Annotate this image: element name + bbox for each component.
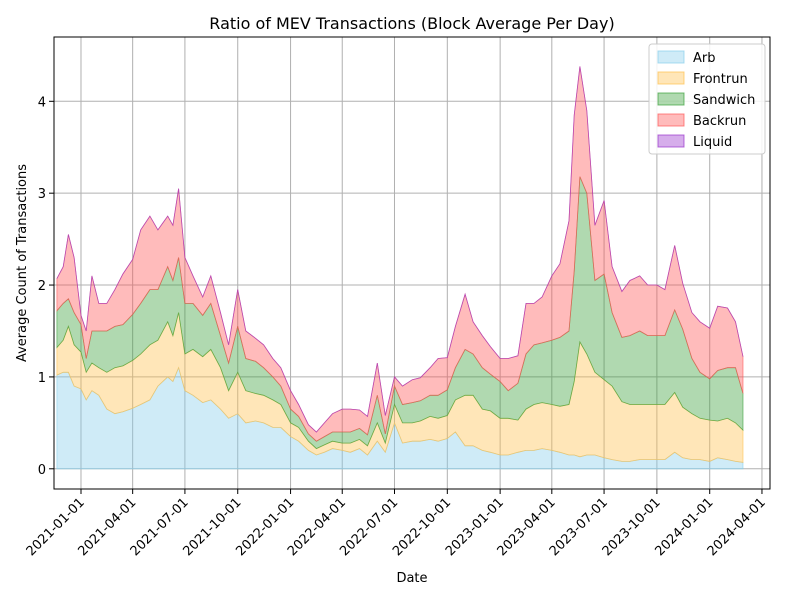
legend-label-liquid: Liquid (693, 135, 732, 150)
legend-swatch-liquid (657, 134, 685, 148)
y-tick-label: 2 (38, 279, 46, 294)
legend-label-backrun: Backrun (693, 114, 746, 129)
legend-swatch-backrun (657, 113, 685, 127)
area-liquid (56, 66, 744, 433)
x-axis-ticks: 2021-01-012021-04-012021-07-012021-10-01… (24, 489, 769, 559)
y-tick-label: 3 (38, 187, 46, 202)
legend-label-arb: Arb (693, 51, 716, 66)
legend-label-frontrun: Frontrun (693, 72, 748, 87)
y-tick-label: 1 (38, 371, 46, 386)
x-axis-label: Date (396, 571, 427, 586)
y-axis-label: Average Count of Transactions (15, 164, 30, 362)
y-tick-label: 0 (38, 463, 46, 478)
axes-frame (53, 36, 771, 490)
legend: Arb Frontrun Sandwich Backrun Liquid (648, 43, 766, 155)
series-areas (56, 66, 744, 470)
legend-label-sandwich: Sandwich (693, 93, 755, 108)
legend-swatch-frontrun (657, 71, 685, 85)
legend-swatch-arb (657, 50, 685, 64)
chart-title: Ratio of MEV Transactions (Block Average… (209, 14, 614, 33)
legend-swatch-sandwich (657, 92, 685, 106)
y-axis-ticks: 0 1 2 3 4 (38, 95, 54, 478)
y-tick-label: 4 (38, 95, 46, 110)
